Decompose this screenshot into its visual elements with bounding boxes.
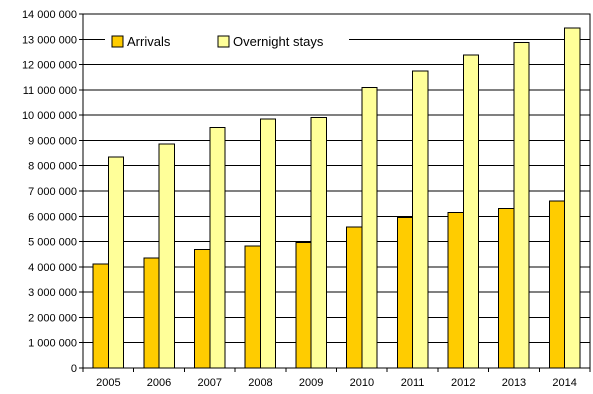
bar-arrivals — [244, 245, 261, 369]
y-tick-label: 12 000 000 — [22, 60, 77, 72]
bar-overnight-stays — [564, 27, 581, 369]
bar-overnight-stays — [361, 86, 378, 369]
legend: Arrivals Overnight stays — [105, 28, 349, 54]
x-tick-label: 2010 — [350, 377, 374, 389]
y-tick-label: 7 000 000 — [28, 186, 77, 198]
y-tick-label: 4 000 000 — [28, 262, 77, 274]
x-tick-label: 2005 — [96, 377, 120, 389]
x-tick-label: 2013 — [502, 377, 526, 389]
x-tick-label: 2009 — [299, 377, 323, 389]
y-tick-label: 5 000 000 — [28, 237, 77, 249]
x-tick-labels: 2005 2006 2007 2008 2009 2010 2011 2012 2013 2014 — [96, 377, 577, 389]
legend-label-overnight-stays: Overnight stays — [233, 34, 324, 49]
bar-overnight-stays — [107, 156, 125, 369]
x-tick-label: 2007 — [198, 377, 222, 389]
bar-overnight-stays — [209, 126, 226, 369]
bar-arrivals — [346, 226, 363, 369]
bar-arrivals — [498, 208, 515, 369]
x-tick-label: 2012 — [451, 377, 475, 389]
bar-overnight-stays — [158, 143, 175, 369]
legend-swatch-overnight-stays — [217, 35, 230, 48]
bar-arrivals — [548, 200, 566, 369]
y-tick-label: 13 000 000 — [22, 34, 77, 46]
y-tick-label: 8 000 000 — [28, 161, 77, 173]
x-tick-label: 2014 — [552, 377, 576, 389]
y-tick-label: 2 000 000 — [28, 312, 77, 324]
bar-overnight-stays — [513, 41, 530, 369]
y-tick-label: 6 000 000 — [28, 211, 77, 223]
legend-label-arrivals: Arrivals — [127, 34, 171, 49]
y-tick-label: 3 000 000 — [28, 287, 77, 299]
x-tick-label: 2011 — [401, 377, 425, 389]
bar-arrivals — [143, 257, 160, 369]
y-tick-labels: 0 1 000 000 2 000 000 3 000 000 4 000 000 5 0… — [22, 9, 77, 375]
y-tick-label: 10 000 000 — [22, 110, 77, 122]
y-tick-label: 0 — [71, 363, 77, 375]
bar-overnight-stays — [259, 118, 277, 369]
x-tick-label: 2008 — [248, 377, 272, 389]
bar-overnight-stays — [412, 70, 429, 369]
plot-frame — [82, 13, 591, 369]
y-tick-label: 9 000 000 — [28, 135, 77, 147]
bar-overnight-stays — [462, 54, 479, 369]
y-tick-label: 11 000 000 — [23, 85, 77, 97]
legend-swatch-arrivals — [111, 35, 124, 48]
y-tick-label: 14 000 000 — [22, 9, 77, 21]
bar-arrivals — [447, 212, 464, 369]
bar-arrivals — [396, 217, 414, 369]
bar-arrivals — [295, 242, 312, 369]
y-tick-label: 1 000 000 — [28, 338, 77, 350]
x-tick-label: 2006 — [147, 377, 171, 389]
bar-overnight-stays — [310, 117, 327, 369]
axes — [79, 13, 591, 372]
bar-arrivals — [92, 263, 109, 369]
bar-arrivals — [194, 248, 211, 369]
